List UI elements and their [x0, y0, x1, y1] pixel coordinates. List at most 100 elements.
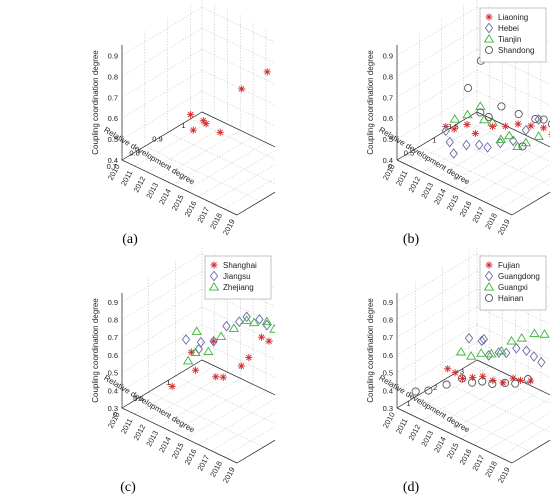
data-point	[265, 337, 273, 345]
grid-line	[211, 412, 275, 451]
grid-line	[409, 365, 490, 415]
caption-d: (d)	[402, 480, 420, 495]
legend-label: Jiangsu	[223, 272, 251, 281]
data-point	[483, 142, 492, 153]
data-point	[529, 328, 540, 338]
y-tick-label: 1	[432, 135, 436, 144]
axis-edge	[201, 111, 275, 148]
grid-line	[121, 49, 203, 98]
z-tick-label: 0.6	[383, 114, 393, 123]
y-tick-label: 1	[181, 121, 185, 130]
x-tick-label: 2014	[157, 187, 173, 206]
data-point	[196, 336, 206, 348]
data-point	[255, 314, 264, 325]
z-axis-title: Coupling coordination degree	[366, 50, 375, 155]
data-point	[442, 380, 451, 389]
data-point	[464, 332, 474, 344]
data-points	[411, 328, 550, 396]
x-axis	[396, 159, 513, 216]
z-tick-label: 0.4	[108, 156, 118, 165]
legend-marker	[484, 45, 494, 55]
data-points	[168, 311, 275, 391]
grid-line	[198, 150, 275, 197]
data-point	[508, 135, 518, 147]
data-point	[523, 375, 533, 384]
data-point	[476, 108, 485, 117]
x-tick-label: 2018	[208, 212, 224, 231]
grid-line	[441, 133, 550, 186]
data-point	[190, 347, 201, 357]
grid-line	[121, 253, 203, 303]
x-tick-label: 2019	[221, 466, 237, 483]
y-tick-label: 0.9	[152, 135, 162, 144]
chart-svg: 2010201120122013201420152016201720182019…	[366, 248, 550, 483]
data-point	[237, 362, 245, 370]
data-point	[487, 117, 498, 126]
grid-line	[396, 69, 478, 119]
chart-panel-c: 2010 2011 2012 2013 2014 2015 2016 2017 2018 2019…	[0, 248, 275, 497]
x-tick-label: 2014	[432, 435, 448, 454]
grid-line	[486, 412, 550, 451]
axes	[396, 45, 550, 216]
data-point	[462, 139, 471, 151]
axis-edge	[236, 191, 275, 216]
data-point	[533, 131, 544, 140]
data-points	[441, 56, 550, 159]
grid-line	[172, 136, 254, 185]
data-point	[512, 342, 521, 354]
chart-svg: 2010201120122013201420152016201720182019…	[91, 248, 275, 483]
z-tick-label: 0.8	[383, 72, 393, 81]
x-tick-label: 2019	[221, 218, 237, 235]
grid-line	[224, 178, 275, 210]
data-point	[486, 348, 497, 358]
z-tick-label: 0.8	[108, 316, 118, 325]
z-tick-label: 0.9	[383, 51, 393, 60]
x-tick-label: 2012	[407, 175, 423, 194]
x-tick-label: 2011	[119, 169, 135, 187]
grid-line	[460, 142, 542, 191]
y-tick-label: 1.5	[448, 122, 458, 131]
grid-line	[236, 191, 275, 216]
data-point	[506, 335, 517, 345]
data-point	[451, 369, 459, 377]
grid-line	[409, 117, 490, 167]
x-tick-label: 2012	[407, 423, 423, 442]
data-point	[518, 142, 527, 151]
x-tick-label: 2017	[470, 205, 486, 224]
legend-marker	[485, 13, 493, 21]
z-tick-label: 0.4	[383, 156, 393, 165]
grid-line	[121, 271, 203, 320]
data-point	[449, 114, 460, 123]
data-point	[187, 348, 195, 356]
x-tick-label: 2013	[144, 181, 160, 200]
z-tick-label: 0.5	[108, 369, 118, 378]
x-tick-label: 2018	[483, 212, 499, 231]
grid-line	[476, 306, 550, 343]
x-tick-label: 2015	[170, 441, 186, 460]
grid-line	[201, 306, 275, 343]
legend-marker	[484, 293, 494, 303]
grid-line	[134, 117, 215, 167]
data-point	[263, 68, 271, 76]
axis-edge	[511, 191, 550, 216]
x-tick-label: 2014	[157, 435, 173, 454]
grid-line	[447, 384, 529, 433]
y-tick-label: 0.8	[129, 148, 139, 157]
grid-line	[447, 136, 529, 185]
legend-label: Zhejiang	[223, 283, 254, 292]
x-tick-label: 2011	[119, 417, 135, 435]
data-point	[212, 373, 220, 381]
caption-c: (c)	[120, 480, 136, 495]
data-point	[504, 130, 515, 140]
grid-line	[121, 324, 203, 373]
data-point	[534, 114, 543, 125]
y-tick-label: 1	[406, 399, 410, 408]
caption-a: (a)	[122, 232, 138, 247]
axis-edge	[511, 439, 550, 464]
x-tick-label: 2013	[419, 429, 435, 448]
data-point	[529, 351, 539, 362]
data-point	[521, 124, 531, 136]
data-point	[245, 354, 253, 362]
grid-line	[121, 28, 203, 77]
grid-line	[121, 289, 203, 338]
